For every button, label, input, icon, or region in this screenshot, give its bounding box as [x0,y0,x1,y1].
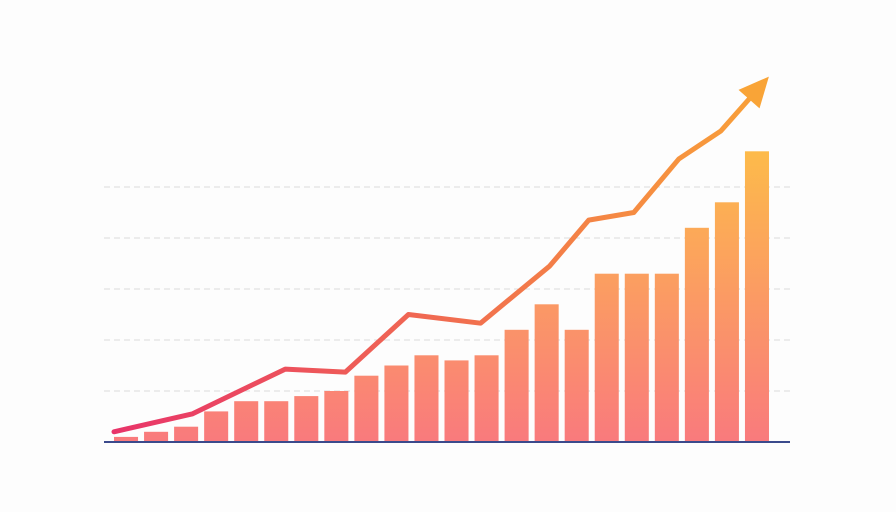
bar [294,396,319,442]
bar [624,273,649,442]
bar [504,329,529,442]
arrow-head [738,76,769,109]
bar [144,431,169,442]
bar [654,273,679,442]
bar [594,273,619,442]
bar [204,411,229,442]
bar [234,401,259,442]
bar [564,329,589,442]
bar [744,151,769,443]
bar [384,365,409,442]
bar [444,360,469,442]
bar [114,436,139,442]
bar [684,227,709,442]
bar [264,401,289,442]
bar [714,202,739,442]
bar [534,304,559,442]
bar [324,391,349,442]
trend-line [111,87,760,435]
bar [354,375,379,442]
bar [414,355,439,442]
bar [474,355,499,442]
bar [174,426,199,442]
